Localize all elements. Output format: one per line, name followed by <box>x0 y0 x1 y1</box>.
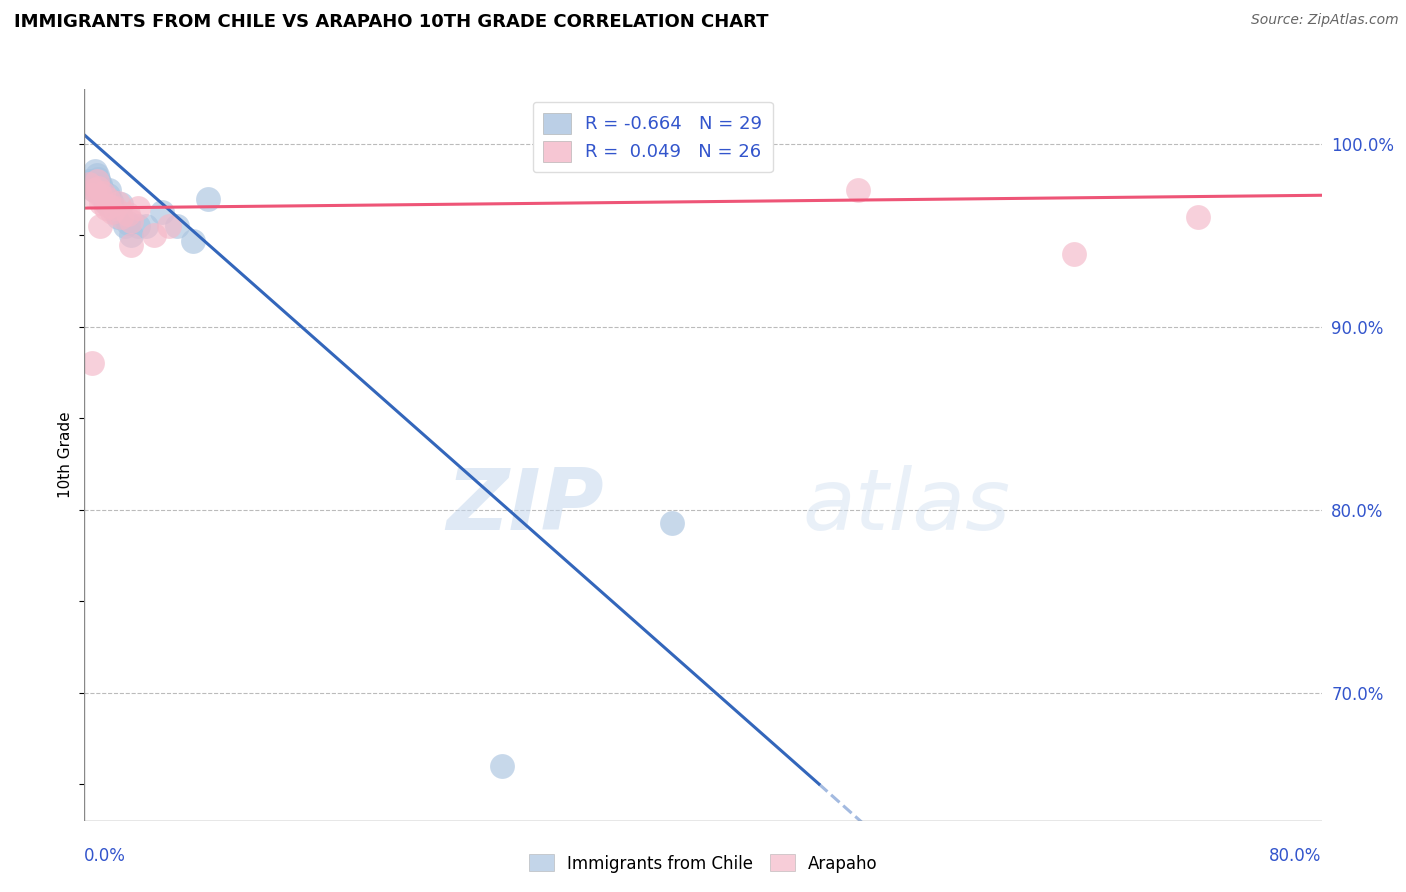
Point <box>159 219 181 234</box>
Text: ZIP: ZIP <box>446 465 605 548</box>
Point <box>117 216 139 230</box>
Point <box>104 204 127 219</box>
Point <box>101 204 124 219</box>
Text: IMMIGRANTS FROM CHILE VS ARAPAHO 10TH GRADE CORRELATION CHART: IMMIGRANTS FROM CHILE VS ARAPAHO 10TH GR… <box>14 13 769 31</box>
Point <box>87 171 110 186</box>
Legend: Immigrants from Chile, Arapaho: Immigrants from Chile, Arapaho <box>522 847 884 880</box>
Point <box>90 181 112 195</box>
Point <box>143 228 166 243</box>
Text: Source: ZipAtlas.com: Source: ZipAtlas.com <box>1251 13 1399 28</box>
Point <box>110 211 132 225</box>
Point <box>86 168 108 182</box>
Point <box>1063 247 1085 261</box>
Point <box>661 516 683 530</box>
Point <box>114 219 136 234</box>
Point <box>89 188 111 202</box>
Point <box>83 183 105 197</box>
Point <box>117 206 139 220</box>
Legend: R = -0.664   N = 29, R =  0.049   N = 26: R = -0.664 N = 29, R = 0.049 N = 26 <box>533 102 773 172</box>
Point <box>846 183 869 197</box>
Point <box>91 188 114 202</box>
Point <box>128 201 150 215</box>
Text: 80.0%: 80.0% <box>1270 847 1322 864</box>
Point <box>1187 211 1209 225</box>
Point <box>120 214 142 228</box>
Point <box>120 237 142 252</box>
Point <box>166 219 188 234</box>
Text: atlas: atlas <box>801 465 1010 548</box>
Point <box>107 195 129 210</box>
Point <box>77 178 100 192</box>
Point <box>120 228 142 243</box>
Point <box>150 204 173 219</box>
Point <box>82 178 104 192</box>
Point <box>97 192 120 206</box>
Point <box>90 195 112 210</box>
Point <box>101 199 124 213</box>
Point <box>104 201 127 215</box>
Point <box>128 219 150 234</box>
Text: 0.0%: 0.0% <box>84 847 127 864</box>
Point <box>107 211 129 225</box>
Point <box>98 199 121 213</box>
Point <box>197 192 219 206</box>
Point <box>110 197 132 211</box>
Point <box>491 758 513 772</box>
Point <box>89 178 111 192</box>
Y-axis label: 10th Grade: 10th Grade <box>58 411 73 499</box>
Point <box>91 186 114 201</box>
Point <box>98 183 121 197</box>
Point <box>86 174 108 188</box>
Point <box>82 356 104 371</box>
Point <box>82 188 104 202</box>
Point <box>87 181 110 195</box>
Point <box>84 164 107 178</box>
Point <box>100 194 122 208</box>
Point <box>181 234 204 248</box>
Point <box>94 201 117 215</box>
Point <box>94 195 117 210</box>
Point <box>89 219 111 234</box>
Point <box>93 192 115 206</box>
Point <box>97 188 120 202</box>
Point <box>135 219 157 234</box>
Point <box>77 174 100 188</box>
Point <box>83 183 105 197</box>
